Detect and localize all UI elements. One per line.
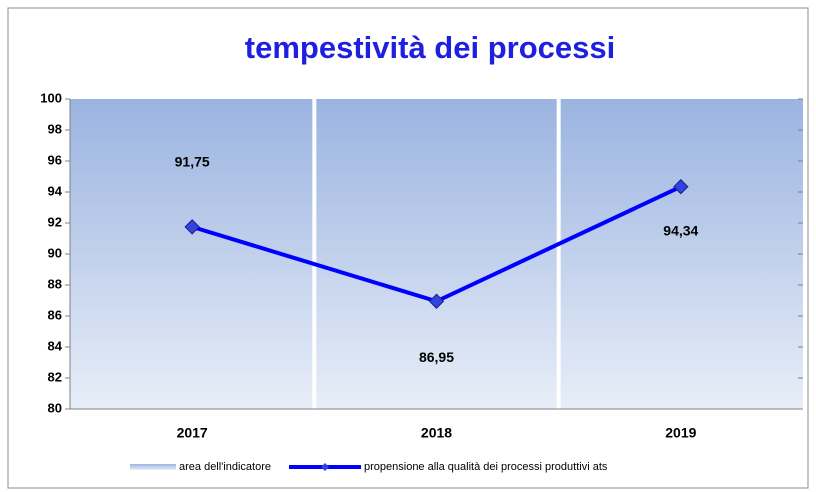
bar (316, 99, 557, 409)
y-tick-label: 92 (48, 214, 62, 229)
y-tick-label: 82 (48, 369, 62, 384)
y-tick-label: 98 (48, 121, 62, 136)
marker (184, 219, 200, 235)
chart-title: tempestività dei processi (245, 30, 615, 65)
x-tick-label: 2019 (665, 425, 696, 441)
y-tick-label: 94 (48, 183, 63, 198)
y-tick-label: 100 (40, 90, 62, 105)
y-tick-label: 96 (48, 152, 62, 167)
value-label: 94,34 (663, 222, 698, 238)
legend-label: propensione alla qualità dei processi pr… (364, 461, 608, 473)
bar (560, 99, 803, 409)
x-tick-label: 2017 (177, 425, 208, 441)
legend-swatch (130, 464, 176, 470)
legend-marker (321, 463, 329, 471)
value-label: 86,95 (419, 349, 454, 365)
y-tick-label: 84 (48, 338, 63, 353)
bar (70, 99, 313, 409)
x-tick-label: 2018 (421, 425, 452, 441)
y-tick-label: 80 (48, 400, 62, 415)
y-tick-label: 86 (48, 307, 62, 322)
marker (673, 179, 689, 195)
y-tick-label: 90 (48, 245, 62, 260)
marker (428, 293, 445, 309)
legend-label: area dell'indicatore (179, 461, 271, 473)
y-tick-label: 88 (48, 276, 62, 291)
value-label: 91,75 (175, 154, 210, 170)
